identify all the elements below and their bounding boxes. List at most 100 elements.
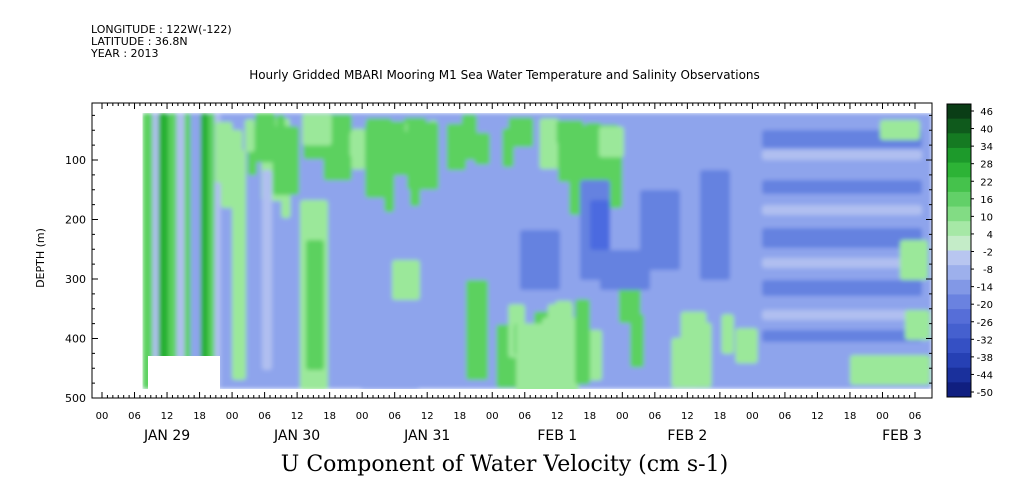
year-label: YEAR : 2013	[91, 47, 159, 60]
colorbar-swatch	[947, 250, 971, 266]
colorbar-swatch	[947, 367, 971, 383]
x-tick-label: 00	[356, 411, 369, 422]
x-tick-label: 12	[811, 411, 824, 422]
heatmap-cell	[762, 228, 922, 248]
colorbar-swatch	[947, 323, 971, 339]
heatmap-cell	[598, 126, 624, 158]
heatmap-cell	[208, 113, 215, 389]
x-tick-label: 18	[844, 411, 857, 422]
heatmap-cell	[474, 132, 490, 165]
colorbar-swatch	[947, 221, 971, 237]
colorbar-swatch	[947, 177, 971, 193]
heatmap-cell	[762, 280, 922, 296]
heatmap-cell	[762, 150, 922, 160]
heatmap-cell	[365, 123, 393, 198]
heatmap-cell	[262, 170, 272, 370]
colorbar-label: -32	[977, 335, 993, 346]
colorbar-swatch	[947, 133, 971, 149]
x-axis-label: U Component of Water Velocity (cm s-1)	[280, 452, 729, 477]
heatmap-cell	[762, 258, 922, 268]
colorbar-label: -14	[977, 283, 993, 294]
x-tick-label: 12	[421, 411, 434, 422]
x-tick-label: 00	[96, 411, 109, 422]
x-tick-label: 00	[226, 411, 239, 422]
x-tick-label: 06	[779, 411, 792, 422]
heatmap-cell	[302, 113, 332, 146]
colorbar-label: 28	[980, 160, 993, 171]
colorbar-label: -38	[977, 353, 993, 364]
x-tick-label: 00	[746, 411, 759, 422]
x-day-label: JAN 29	[143, 428, 190, 444]
x-tick-label: 00	[486, 411, 499, 422]
x-tick-label: 18	[453, 411, 466, 422]
colorbar-swatch	[947, 382, 971, 398]
colorbar-label: -8	[983, 265, 993, 276]
colorbar-label: 40	[980, 125, 993, 136]
heatmap-cell	[152, 113, 159, 389]
heatmap-cell	[351, 128, 366, 170]
colorbar-label: 46	[980, 107, 993, 118]
x-day-label: JAN 31	[403, 428, 450, 444]
heatmap-cell	[360, 320, 420, 390]
x-tick-label: 00	[616, 411, 629, 422]
heatmap-cell	[721, 314, 734, 354]
colorbar-label: -44	[977, 370, 993, 381]
heatmap-cell	[680, 311, 707, 379]
heatmap-cell	[640, 190, 680, 270]
colorbar-label: 22	[980, 177, 993, 188]
y-tick-label: 400	[65, 333, 86, 346]
x-day-label: FEB 1	[537, 428, 577, 444]
colorbar-label: -50	[977, 388, 993, 399]
colorbar-label: 34	[980, 142, 993, 153]
colorbar-swatch	[947, 118, 971, 134]
heatmap-cell	[630, 314, 644, 368]
heatmap-field	[92, 103, 932, 398]
heatmap-cell	[586, 329, 603, 381]
heatmap-cell	[200, 113, 209, 389]
heatmap-cell	[184, 113, 191, 389]
heatmap-cell	[905, 310, 930, 340]
colorbar-label: -2	[983, 248, 993, 259]
x-tick-label: 00	[876, 411, 889, 422]
heatmap-cell	[556, 120, 584, 145]
heatmap-nodata	[92, 103, 932, 113]
x-tick-label: 12	[551, 411, 564, 422]
heatmap-cell	[520, 230, 560, 290]
y-tick-label: 200	[65, 214, 86, 227]
heatmap-cell	[508, 117, 534, 147]
heatmap-cells	[142, 113, 932, 398]
y-tick-label: 500	[65, 392, 86, 405]
heatmap-cell	[190, 113, 201, 389]
y-tick-label: 300	[65, 273, 86, 286]
colorbar-swatch	[947, 279, 971, 295]
colorbar-frame	[946, 103, 972, 398]
x-day-label: FEB 3	[882, 428, 922, 444]
heatmap-cell	[762, 205, 922, 215]
longitude-label: LONGITUDE : 122W(-122)	[91, 23, 232, 36]
heatmap-cell	[306, 240, 324, 370]
x-tick-label: 18	[323, 411, 336, 422]
heatmap-cell	[158, 113, 169, 389]
colorbar-swatch	[947, 353, 971, 369]
heatmap-cell	[244, 119, 255, 153]
axes: 00 06 12 18 00 06 12 18 00 06 12 18 00 06 12 18 00 06 12 18…	[65, 103, 932, 444]
heatmap-cell	[700, 170, 730, 280]
heatmap-cell	[542, 317, 579, 398]
heatmap-cell	[900, 240, 928, 280]
colorbar-label: -26	[977, 318, 993, 329]
x-tick-label: 06	[128, 411, 141, 422]
x-day-label: JAN 30	[273, 428, 320, 444]
plot-frame	[91, 102, 933, 399]
colorbar-swatch	[947, 265, 971, 281]
heatmap-cell	[516, 323, 544, 398]
colorbar-swatch	[947, 147, 971, 164]
colorbar-swatch	[947, 338, 971, 354]
heatmap-cell	[392, 260, 420, 300]
colorbar: 46 40 34 28 22 16 10 4 -2 -8 -14 -20 -26 -32 -38 -44 -50	[946, 103, 993, 399]
heatmap-cell	[880, 120, 920, 140]
heatmap-cell	[276, 114, 285, 179]
heatmap-cell	[142, 113, 153, 389]
y-axis-label: DEPTH (m)	[34, 228, 47, 288]
colorbar-swatch	[947, 235, 971, 251]
